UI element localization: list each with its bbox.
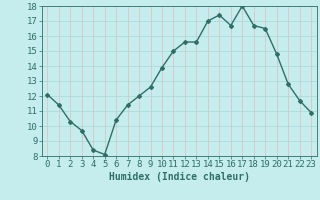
X-axis label: Humidex (Indice chaleur): Humidex (Indice chaleur): [109, 172, 250, 182]
